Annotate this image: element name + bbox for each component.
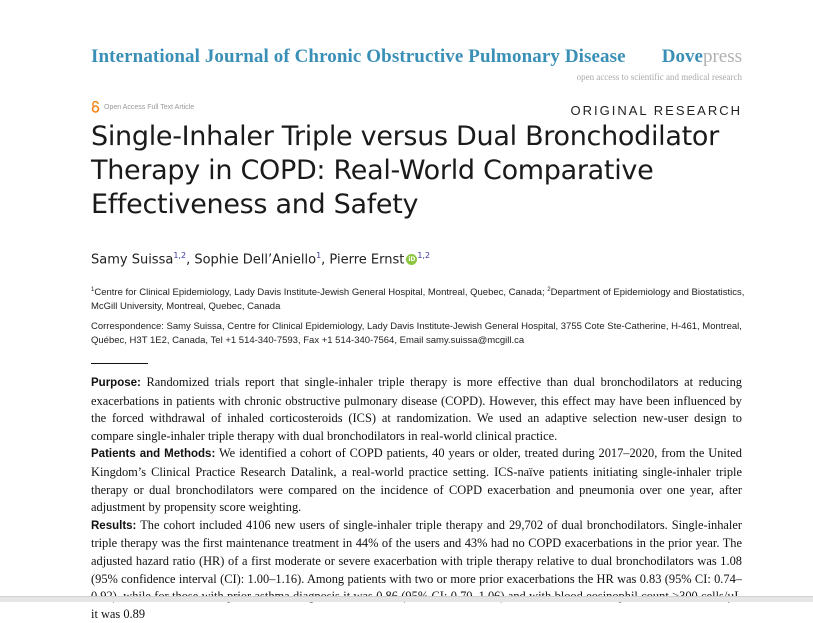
publisher-tagline: open access to scientific and medical re… [576, 72, 742, 82]
author-name[interactable]: Pierre Ernst [329, 252, 405, 268]
abstract-purpose-label: Purpose: [91, 377, 141, 389]
affiliation-number: 1 [91, 287, 95, 293]
article-type: ORIGINAL RESEARCH [570, 103, 742, 118]
author-affiliation: 1,2 [417, 251, 431, 260]
author-affiliation: 1,2 [173, 251, 187, 260]
affiliation-text: Centre for Clinical Epidemiology, Lady D… [94, 287, 548, 299]
abstract-methods-label: Patients and Methods: [91, 448, 216, 461]
affiliations: 1Centre for Clinical Epidemiology, Lady … [91, 283, 751, 314]
author-name[interactable]: Sophie Dell’Aniello [194, 252, 317, 268]
author-affiliation: 1 [316, 251, 322, 260]
abstract-purpose: Purpose: Randomized trials report that s… [91, 374, 742, 445]
publisher-logo-light: press [702, 46, 742, 67]
orcid-icon[interactable]: iD [406, 254, 418, 266]
journal-name[interactable]: International Journal of Chronic Obstruc… [91, 46, 626, 67]
open-access-label: Open Access Full Text Article [104, 103, 195, 111]
abstract-methods: Patients and Methods: We identified a co… [91, 445, 742, 516]
viewer-bottom-edge [0, 596, 813, 602]
author-name[interactable]: Samy Suissa [91, 252, 174, 268]
article-title: Single-Inhaler Triple versus Dual Bronch… [91, 121, 719, 220]
publisher-logo[interactable]: Dovepress [662, 46, 742, 68]
abstract-results: Results: The cohort included 4106 new us… [91, 517, 742, 623]
abstract-methods-text: We identified a cohort of COPD patients,… [91, 446, 742, 515]
open-access-badge: Open Access Full Text Article [91, 101, 194, 113]
author-list: Samy Suissa1,2, Sophie Dell’Aniello1, Pi… [91, 251, 431, 268]
abstract-results-label: Results: [91, 519, 137, 532]
abstract: Purpose: Randomized trials report that s… [91, 374, 742, 623]
section-divider [91, 363, 148, 364]
paper-page: International Journal of Chronic Obstruc… [0, 46, 813, 621]
publisher-logo-bold: Dove [661, 46, 703, 67]
correspondence: Correspondence: Samy Suissa, Centre for … [91, 321, 742, 346]
affiliation-text: Department of Epidemiology and Biostatis… [91, 287, 745, 313]
abstract-results-text: The cohort included 4106 new users of si… [91, 517, 742, 621]
affiliation-number: 2 [547, 287, 551, 293]
abstract-purpose-text: Randomized trials report that single-inh… [91, 375, 742, 443]
open-access-lock-icon [91, 101, 100, 113]
